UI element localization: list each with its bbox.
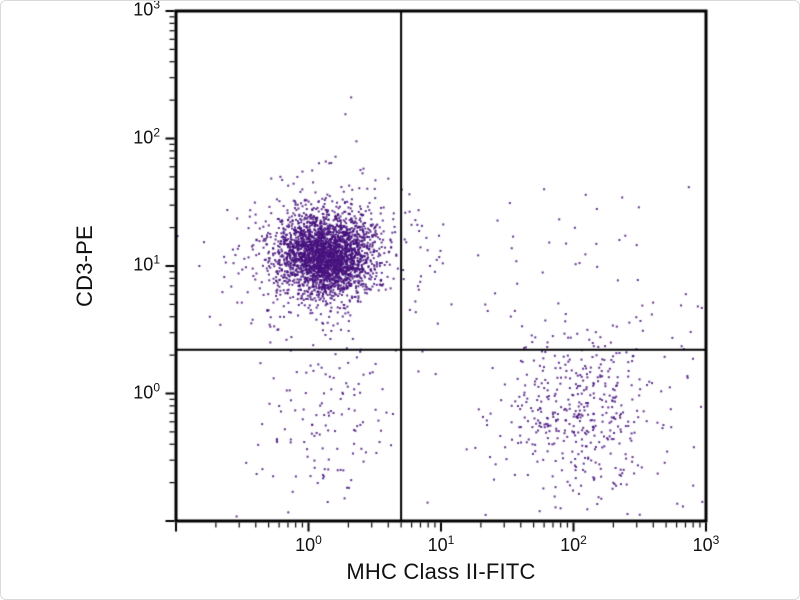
x-axis-label: MHC Class II-FITC: [346, 559, 536, 584]
x-tick-label: 103: [692, 533, 720, 555]
y-tick-label: 100: [133, 379, 160, 402]
y-tick-label: 103: [133, 0, 160, 20]
x-tick-label: 101: [427, 533, 455, 555]
x-tick-label: 102: [560, 533, 587, 555]
y-tick-label: 101: [133, 252, 160, 275]
y-axis-label: CD3-PE: [72, 225, 97, 307]
y-tick-label: 102: [133, 124, 160, 147]
x-tick-label: 100: [295, 533, 322, 555]
